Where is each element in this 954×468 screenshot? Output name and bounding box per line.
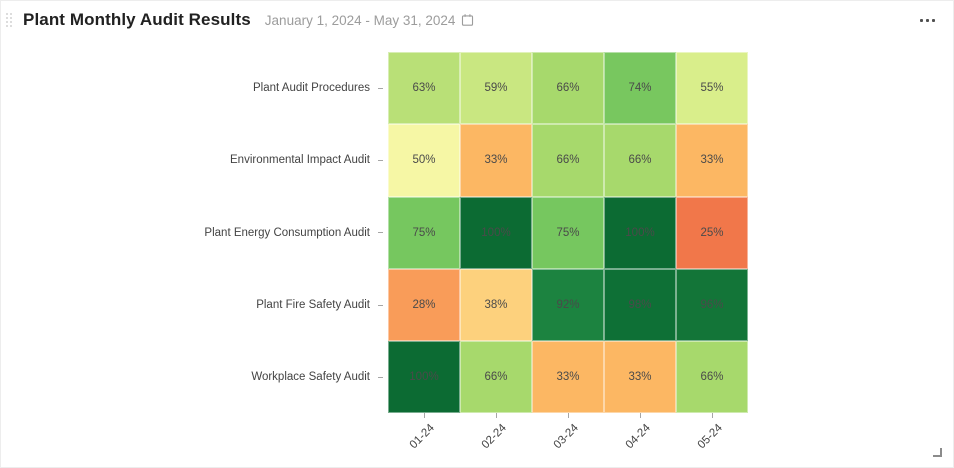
x-axis-label: 05-24 <box>695 422 725 452</box>
drag-handle-icon[interactable] <box>6 13 13 28</box>
y-axis-label: Workplace Safety Audit <box>251 371 370 384</box>
heatmap-cell[interactable]: 100% <box>604 196 676 269</box>
y-axis-tick <box>378 159 383 161</box>
y-axis-tick <box>378 376 383 378</box>
heatmap-cell[interactable]: 55% <box>676 52 748 125</box>
heatmap-cell[interactable]: 33% <box>604 341 676 414</box>
heatmap-cell[interactable]: 75% <box>388 196 460 269</box>
heatmap-cell[interactable]: 33% <box>460 124 532 197</box>
heatmap-cell[interactable]: 66% <box>604 124 676 197</box>
x-axis-tick <box>640 413 641 418</box>
x-axis-tick <box>568 413 569 418</box>
heatmap-cell[interactable]: 74% <box>604 52 676 125</box>
ellipsis-icon <box>920 18 923 22</box>
heatmap-cell[interactable]: 66% <box>532 124 604 197</box>
heatmap-cell[interactable]: 63% <box>388 52 460 125</box>
y-axis-labels: Plant Audit Procedures Environmental Impa… <box>1 52 383 413</box>
y-axis-label: Plant Fire Safety Audit <box>256 299 370 312</box>
y-axis-label-row: Workplace Safety Audit <box>1 341 383 413</box>
widget-header: Plant Monthly Audit Results January 1, 2… <box>1 1 953 30</box>
x-axis-tick <box>712 413 713 418</box>
heatmap-cell[interactable]: 50% <box>388 124 460 197</box>
date-range-text: January 1, 2024 - May 31, 2024 <box>264 12 456 28</box>
y-axis-label-row: Plant Audit Procedures <box>1 52 383 124</box>
y-axis-label-row: Plant Energy Consumption Audit <box>1 197 383 269</box>
heatmap-cell[interactable]: 66% <box>460 341 532 414</box>
x-axis-label: 04-24 <box>623 422 653 452</box>
heatmap-cell[interactable]: 100% <box>388 341 460 414</box>
heatmap-cell[interactable]: 66% <box>676 341 748 414</box>
y-axis-tick <box>378 232 383 234</box>
date-range: January 1, 2024 - May 31, 2024 <box>265 13 475 28</box>
y-axis-tick <box>378 87 383 89</box>
y-axis-label: Plant Audit Procedures <box>253 82 370 95</box>
heatmap-cell[interactable]: 33% <box>532 341 604 414</box>
x-axis-tick <box>496 413 497 418</box>
x-axis-label: 02-24 <box>479 422 509 452</box>
x-axis-label: 01-24 <box>407 422 437 452</box>
heatmap-cell[interactable]: 75% <box>532 196 604 269</box>
heatmap-cell[interactable]: 25% <box>676 196 748 269</box>
y-axis-label: Environmental Impact Audit <box>230 154 370 167</box>
heatmap-grid: 63% 59% 66% 74% 55% 50% 33% 66% 66% 33% 75% 100% 75%… <box>388 52 748 414</box>
heatmap-cell[interactable]: 92% <box>532 268 604 342</box>
y-axis-label-row: Plant Fire Safety Audit <box>1 269 383 341</box>
heatmap-cell[interactable]: 66% <box>532 52 604 125</box>
calendar-icon <box>461 13 474 27</box>
heatmap-cell[interactable]: 38% <box>460 268 532 342</box>
y-axis-tick <box>378 304 383 306</box>
x-axis-tick <box>424 413 425 418</box>
heatmap-cell[interactable]: 59% <box>460 52 532 125</box>
more-options-button[interactable] <box>918 13 937 28</box>
heatmap-cell[interactable]: 33% <box>676 124 748 197</box>
heatmap-cell[interactable]: 28% <box>388 268 460 342</box>
y-axis-label: Plant Energy Consumption Audit <box>204 226 370 239</box>
y-axis-label-row: Environmental Impact Audit <box>1 124 383 196</box>
widget-title: Plant Monthly Audit Results <box>23 10 251 29</box>
heatmap-cell[interactable]: 98% <box>604 268 676 342</box>
resize-handle-icon[interactable] <box>933 448 942 457</box>
heatmap-cell[interactable]: 100% <box>460 196 532 269</box>
x-axis-label: 03-24 <box>551 422 581 452</box>
heatmap-cell[interactable]: 96% <box>676 268 748 342</box>
